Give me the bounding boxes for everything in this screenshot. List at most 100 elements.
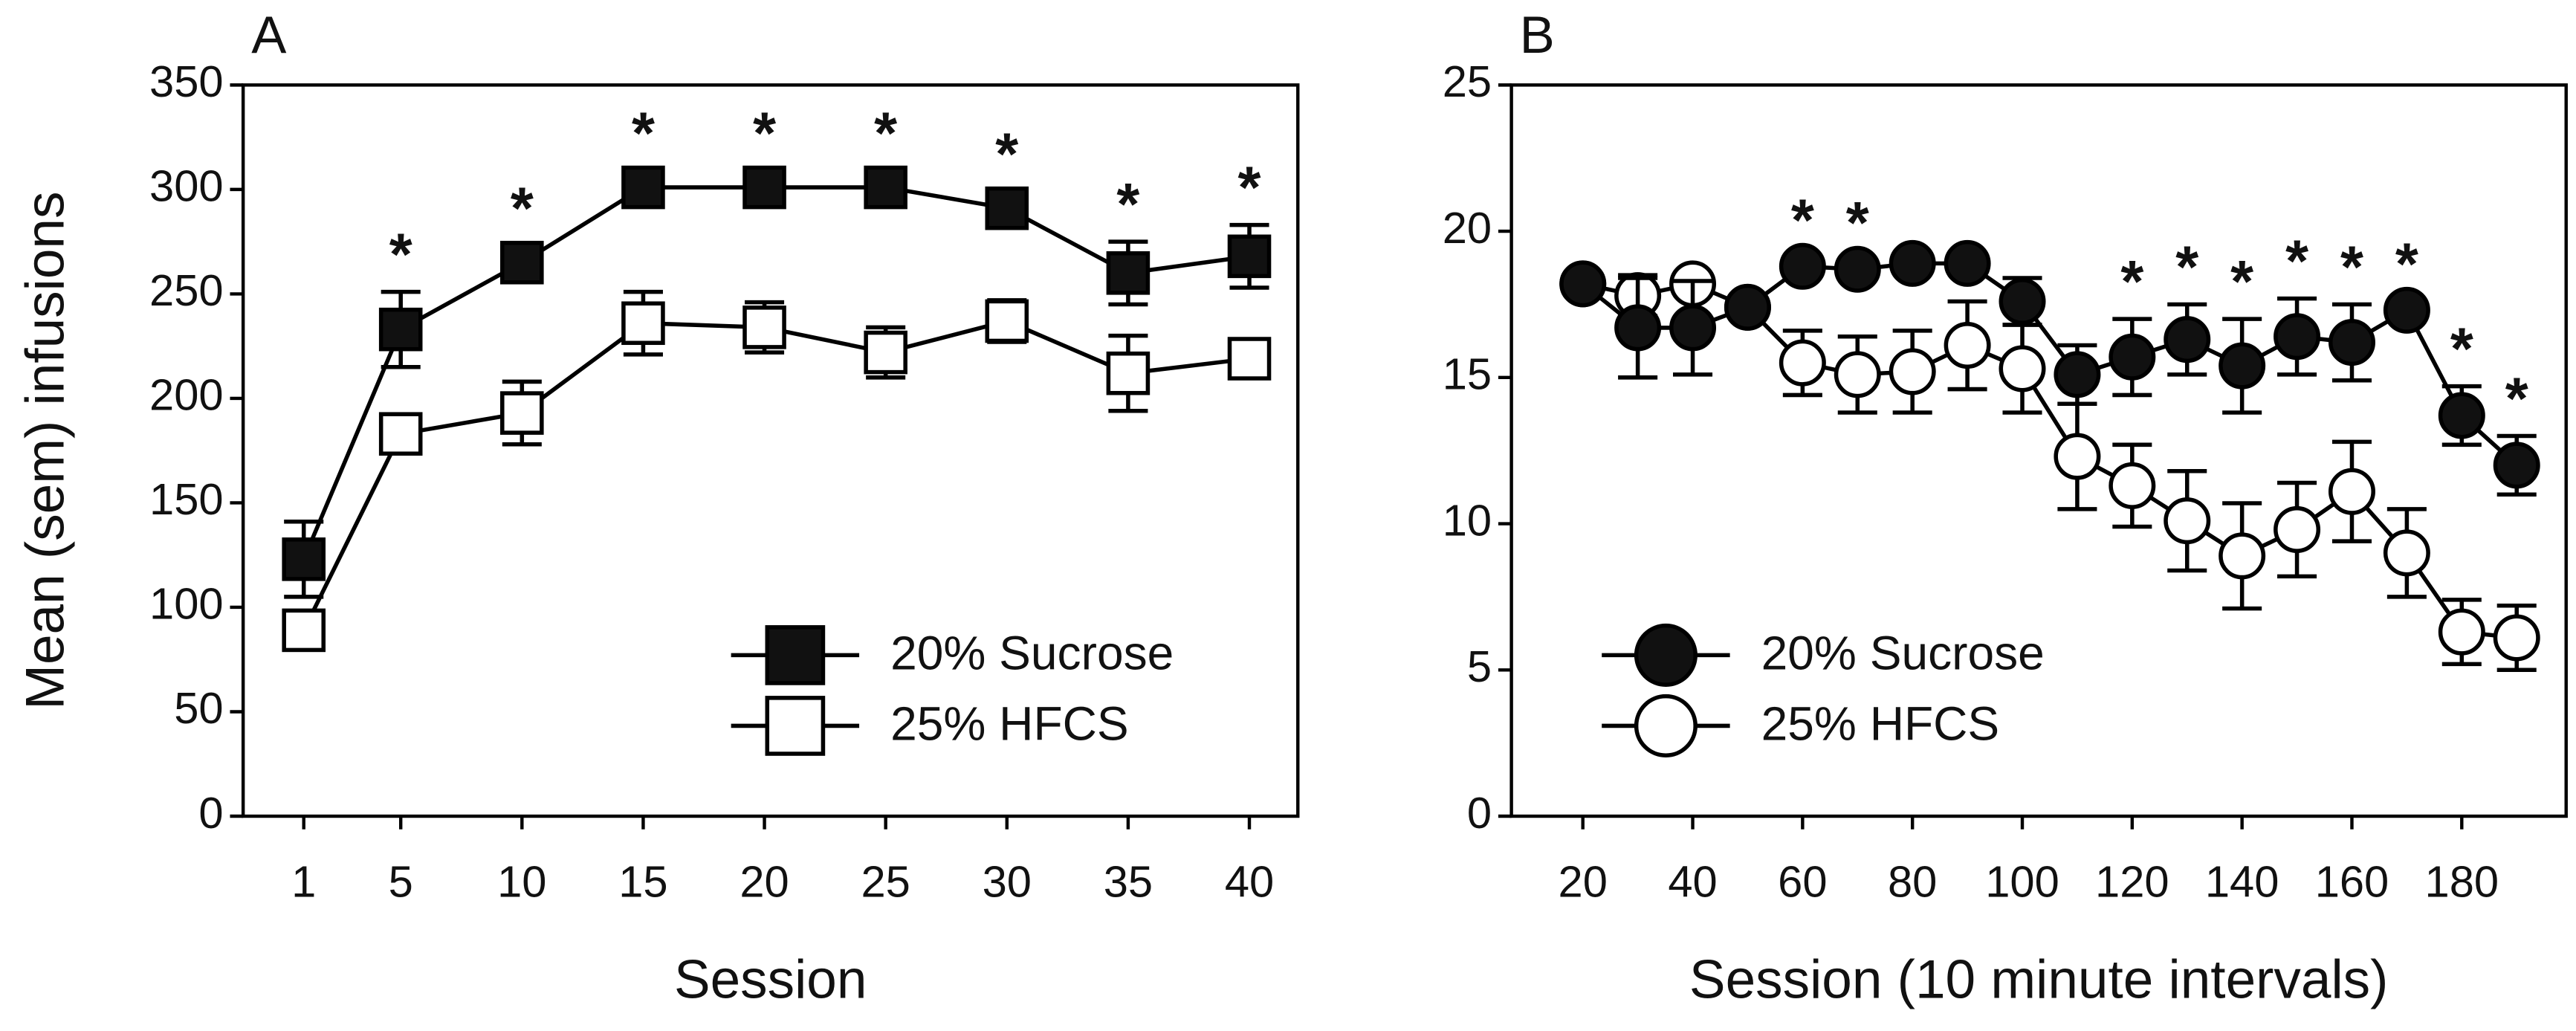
legend-label: 25% HFCS bbox=[890, 697, 1129, 751]
series-line bbox=[1581, 261, 2519, 467]
x-tick-label: 5 bbox=[389, 857, 413, 907]
panel-label: B bbox=[1520, 5, 1555, 64]
marker bbox=[2109, 333, 2156, 381]
x-tick-label: 25 bbox=[861, 857, 910, 907]
y-tick-label: 0 bbox=[198, 788, 223, 838]
marker bbox=[2383, 286, 2430, 334]
legend-label: 25% HFCS bbox=[1761, 697, 2000, 751]
plot-frame bbox=[241, 83, 1300, 818]
marker bbox=[2438, 608, 2485, 656]
marker bbox=[1999, 278, 2046, 326]
marker bbox=[2219, 342, 2266, 390]
y-tick-label: 100 bbox=[149, 579, 224, 629]
significance-mark: * bbox=[1116, 171, 1139, 237]
y-tick-label: 0 bbox=[1467, 788, 1492, 838]
plot-frame bbox=[1509, 83, 2568, 818]
marker bbox=[2274, 505, 2321, 553]
y-tick-label: 350 bbox=[149, 56, 224, 106]
marker bbox=[1559, 260, 1607, 308]
y-tick-label: 10 bbox=[1443, 495, 1492, 545]
x-tick-label: 15 bbox=[618, 857, 667, 907]
y-tick-label: 25 bbox=[1443, 56, 1492, 106]
significance-mark: * bbox=[389, 221, 412, 287]
legend-marker bbox=[1634, 623, 1698, 687]
y-tick-label: 200 bbox=[149, 370, 224, 420]
x-tick-label: 80 bbox=[1888, 857, 1937, 907]
significance-mark: * bbox=[511, 175, 534, 242]
y-tick-label: 50 bbox=[174, 683, 223, 733]
x-tick-label: 20 bbox=[1559, 857, 1608, 907]
marker bbox=[985, 186, 1029, 230]
y-tick-label: 150 bbox=[149, 474, 224, 524]
marker bbox=[1779, 339, 1826, 387]
marker bbox=[1834, 245, 1881, 293]
x-tick-label: 60 bbox=[1778, 857, 1827, 907]
marker bbox=[2383, 529, 2430, 577]
series bbox=[282, 289, 1272, 653]
x-tick-label: 180 bbox=[2425, 857, 2499, 907]
marker bbox=[2054, 351, 2101, 398]
legend-marker bbox=[765, 696, 826, 756]
legend-marker bbox=[1634, 694, 1698, 757]
legend-label: 20% Sucrose bbox=[890, 627, 1174, 680]
marker bbox=[1999, 345, 2046, 392]
marker bbox=[1779, 242, 1826, 290]
marker bbox=[2493, 442, 2540, 489]
series bbox=[282, 165, 1272, 599]
x-tick-label: 40 bbox=[1668, 857, 1717, 907]
significance-mark: * bbox=[2505, 365, 2528, 431]
x-tick-label: 120 bbox=[2095, 857, 2169, 907]
marker bbox=[2438, 392, 2485, 439]
x-axis-label: Session bbox=[674, 950, 867, 1010]
marker bbox=[742, 165, 786, 210]
x-tick-label: 100 bbox=[1985, 857, 2059, 907]
marker bbox=[1106, 251, 1151, 295]
significance-mark: * bbox=[632, 100, 655, 166]
marker bbox=[1889, 348, 1936, 395]
marker bbox=[1227, 234, 1272, 279]
x-tick-label: 160 bbox=[2315, 857, 2389, 907]
marker bbox=[2328, 468, 2375, 515]
y-axis-label: Mean (sem) infusions bbox=[16, 192, 76, 710]
x-tick-label: 10 bbox=[497, 857, 546, 907]
y-tick-label: 15 bbox=[1443, 349, 1492, 399]
panel-label: A bbox=[251, 5, 287, 64]
marker bbox=[282, 537, 326, 581]
marker bbox=[1834, 351, 1881, 398]
marker bbox=[282, 608, 326, 653]
marker bbox=[378, 307, 423, 352]
marker bbox=[864, 165, 907, 210]
legend-marker bbox=[765, 625, 826, 685]
significance-mark: * bbox=[2340, 233, 2363, 300]
marker bbox=[985, 299, 1029, 343]
legend-label: 20% Sucrose bbox=[1761, 627, 2045, 680]
marker bbox=[2493, 614, 2540, 662]
significance-mark: * bbox=[995, 120, 1018, 187]
significance-mark: * bbox=[874, 100, 897, 166]
y-tick-label: 5 bbox=[1467, 641, 1492, 691]
marker bbox=[2109, 462, 2156, 509]
significance-mark: * bbox=[2120, 248, 2143, 314]
marker bbox=[1669, 304, 1717, 352]
significance-mark: * bbox=[2230, 248, 2253, 314]
y-tick-label: 300 bbox=[149, 161, 224, 211]
marker bbox=[1944, 322, 1991, 369]
marker bbox=[621, 301, 665, 346]
marker bbox=[500, 240, 544, 285]
x-tick-label: 35 bbox=[1104, 857, 1153, 907]
x-tick-label: 30 bbox=[983, 857, 1032, 907]
x-tick-label: 1 bbox=[291, 857, 316, 907]
marker bbox=[742, 306, 786, 349]
marker bbox=[1889, 239, 1936, 287]
significance-mark: * bbox=[2285, 227, 2308, 294]
y-tick-label: 250 bbox=[149, 265, 224, 315]
marker bbox=[1614, 304, 1662, 352]
significance-mark: * bbox=[753, 100, 776, 166]
series bbox=[1559, 239, 2540, 497]
marker bbox=[2054, 433, 2101, 480]
x-axis-label: Session (10 minute intervals) bbox=[1689, 950, 2389, 1010]
significance-mark: * bbox=[2395, 230, 2418, 297]
significance-mark: * bbox=[1846, 190, 1869, 256]
marker bbox=[2164, 497, 2211, 545]
